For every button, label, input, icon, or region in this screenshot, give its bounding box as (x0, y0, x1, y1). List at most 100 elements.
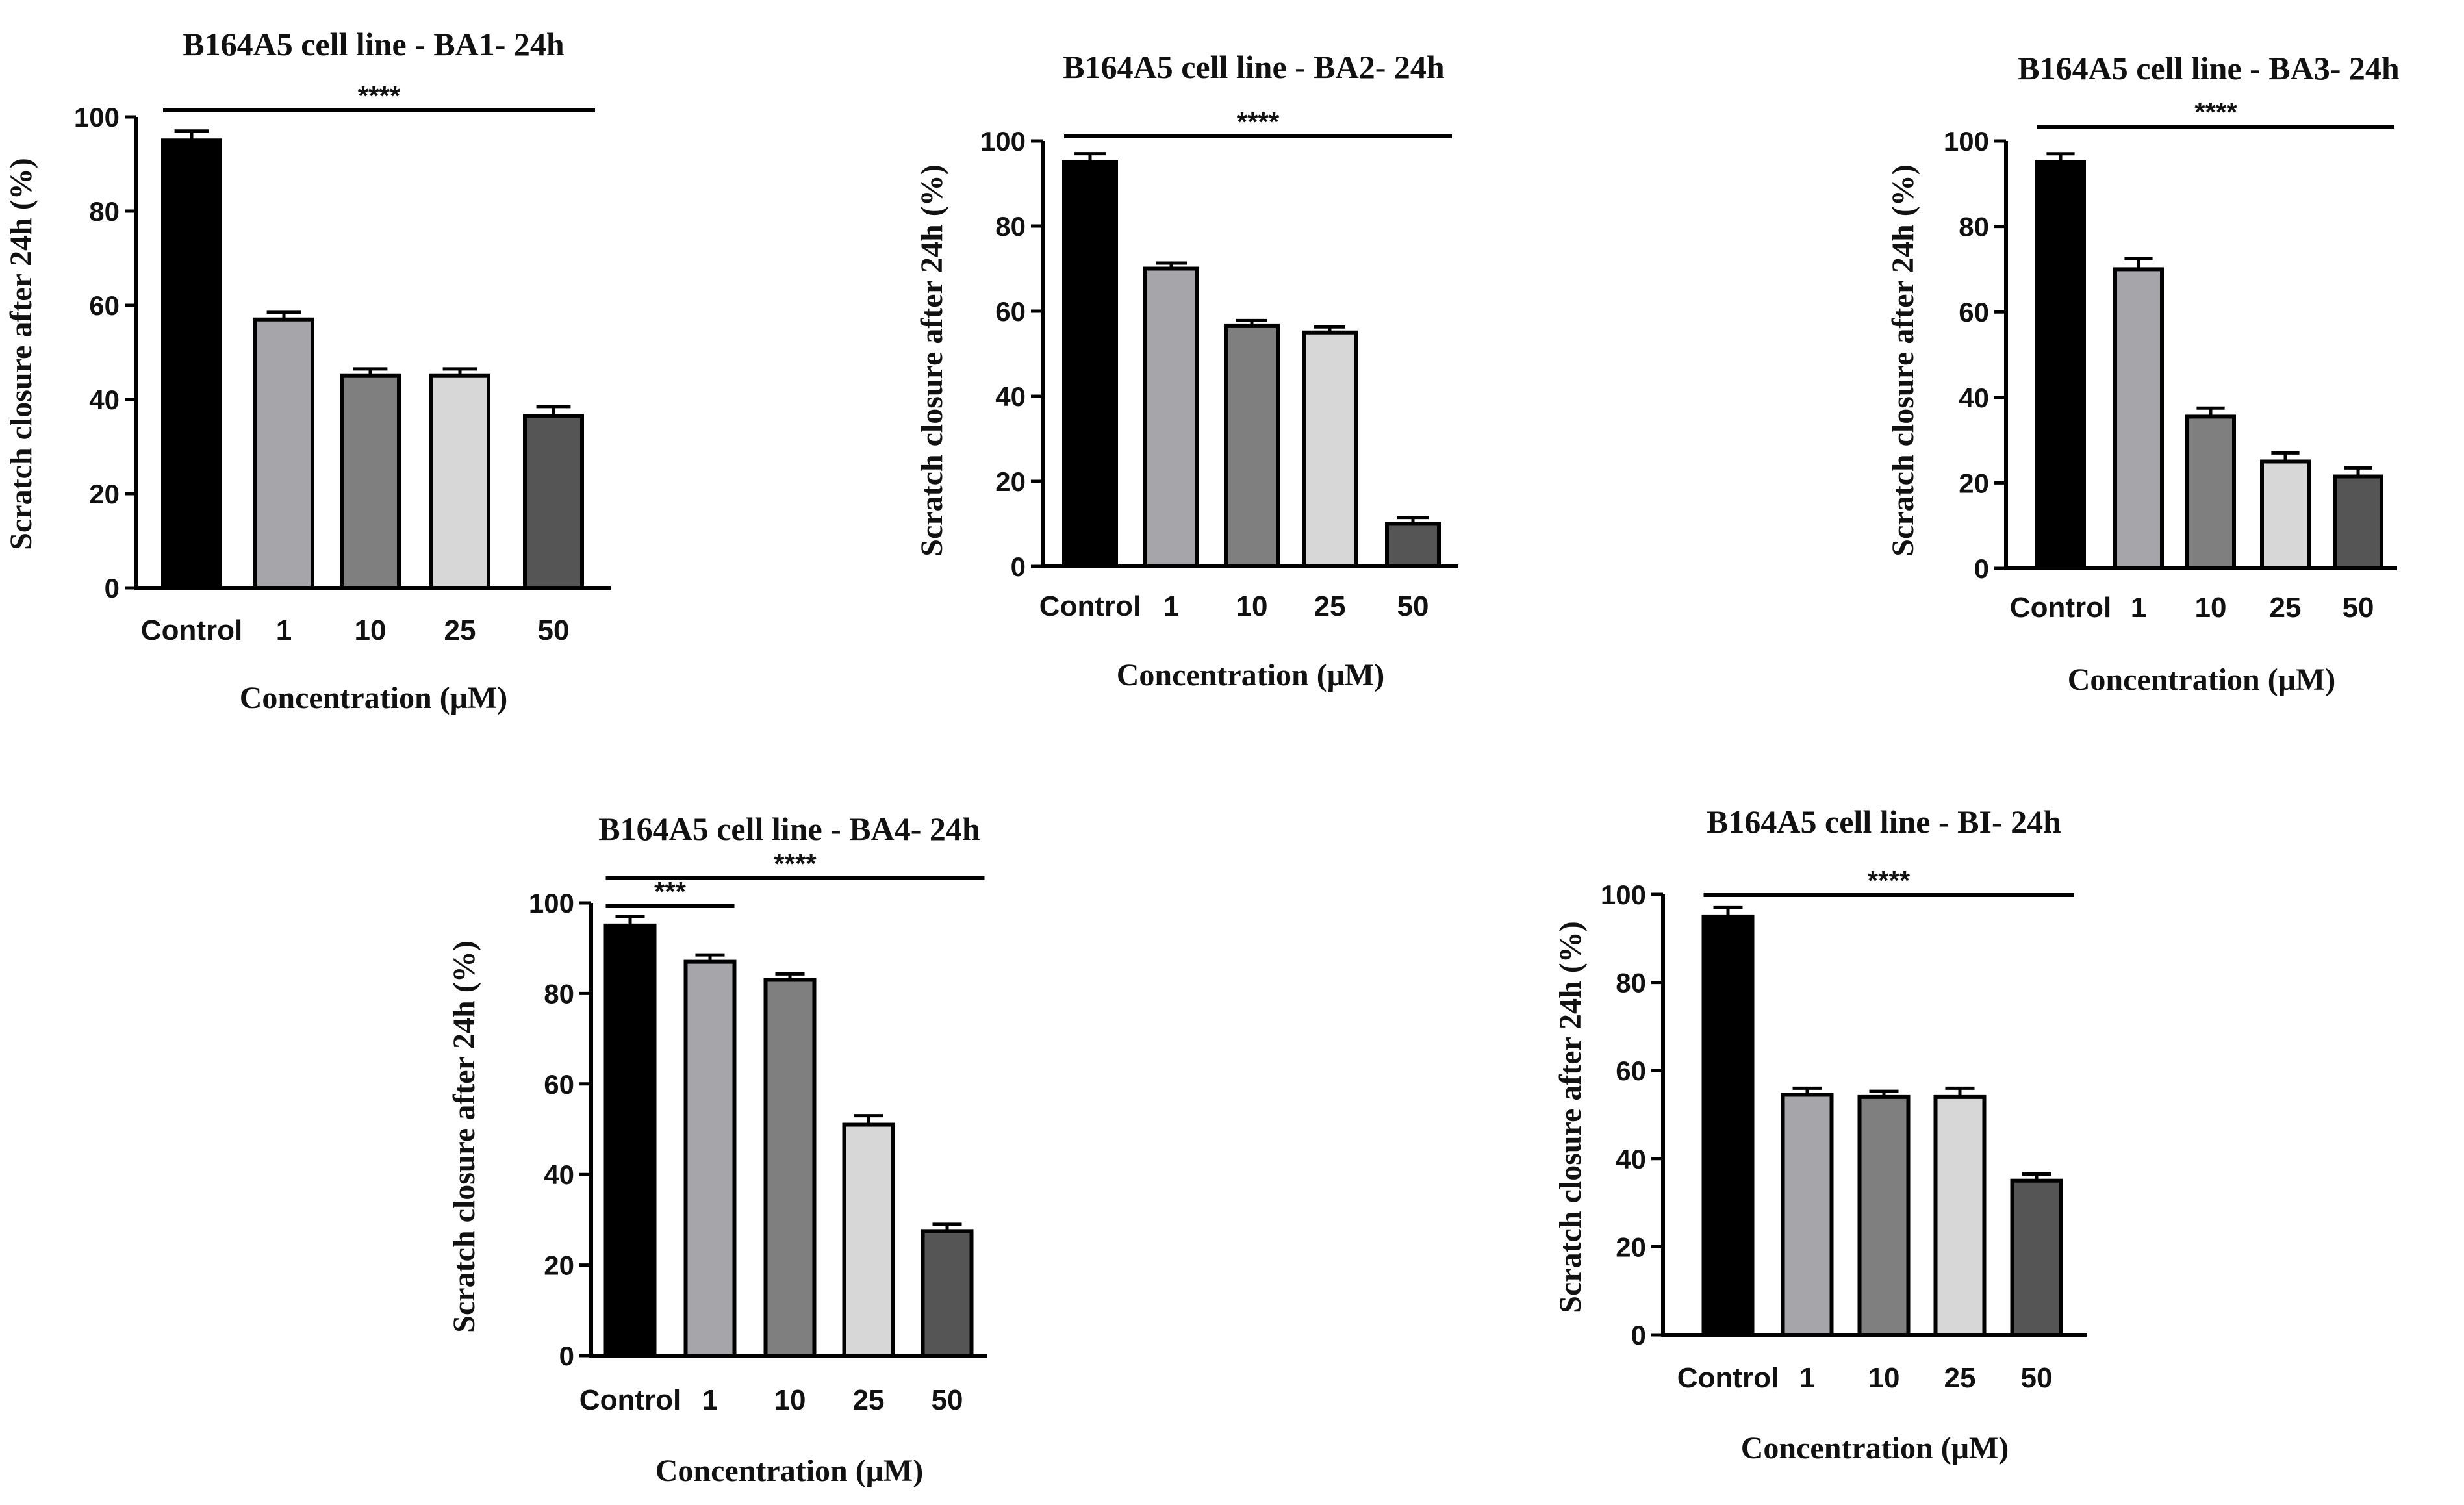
error-bar (1397, 516, 1429, 524)
x-tick-label: 1 (702, 1384, 718, 1416)
y-tick-label: 100 (1944, 126, 1989, 157)
bar (921, 1229, 974, 1358)
y-tick-label: 20 (1959, 468, 1989, 498)
y-tick-label: 80 (1616, 968, 1646, 998)
bar (2010, 1178, 2063, 1337)
error-bar (1792, 1086, 1822, 1095)
y-tick-label: 80 (544, 978, 574, 1009)
bar (683, 959, 737, 1358)
significance-label: **** (1868, 865, 1911, 896)
x-tick-label: Control (1039, 590, 1141, 622)
chart-title: B164A5 cell line - BA2- 24h (1063, 49, 1445, 85)
bar (1781, 1093, 1834, 1337)
error-bar (1236, 318, 1267, 326)
chart-panel-4: B164A5 cell line - BA4- 24h Scratch closu… (447, 811, 987, 1488)
y-tick-label: 0 (105, 573, 120, 603)
chart-title: B164A5 cell line - BA4- 24h (598, 811, 980, 847)
x-tick-label: 50 (538, 614, 570, 646)
y-tick-label: 80 (89, 196, 120, 227)
error-bar (695, 953, 725, 962)
x-tick-label: 50 (2021, 1362, 2053, 1394)
y-tick-label: 0 (1974, 553, 1989, 584)
y-tick-label: 60 (544, 1069, 574, 1100)
bar (763, 978, 817, 1358)
error-bar (2196, 406, 2225, 417)
bar (2113, 267, 2164, 570)
bar (1933, 1094, 1987, 1337)
error-bar (266, 310, 301, 320)
x-tick-label: 10 (774, 1384, 806, 1416)
y-tick-label: 100 (74, 102, 120, 133)
bar (1143, 266, 1199, 568)
error-bar (1314, 325, 1345, 333)
error-bar (2022, 1172, 2051, 1181)
error-bar (2344, 466, 2372, 477)
y-tick-label: 60 (89, 290, 120, 321)
bar (340, 373, 401, 590)
bar (253, 317, 314, 590)
x-tick-label: 50 (2343, 592, 2374, 624)
error-bar (536, 405, 571, 416)
y-tick-label: 0 (1631, 1320, 1646, 1350)
y-axis-label: Scratch closure after 24h (%) (4, 158, 38, 550)
error-bar (2271, 451, 2300, 462)
x-tick-label: 25 (444, 614, 476, 646)
bar (523, 414, 584, 590)
chart-panel-1: B164A5 cell line - BA1- 24h Scratch closu… (4, 26, 611, 715)
error-bar (1945, 1086, 1975, 1097)
chart-panel-3: B164A5 cell line - BA3- 24h Scratch closu… (1886, 50, 2400, 697)
significance-label: **** (358, 81, 401, 111)
bar (842, 1122, 895, 1358)
y-axis-label: Scratch closure after 24h (%) (1553, 921, 1588, 1313)
chart-title: B164A5 cell line - BA3- 24h (2018, 50, 2400, 86)
error-bar (2046, 152, 2075, 162)
error-bar (775, 972, 805, 980)
bar (2333, 474, 2383, 571)
x-tick-label: 10 (1236, 590, 1268, 622)
y-tick-label: 60 (1959, 297, 1989, 327)
x-axis-label: Concentration (μM) (1741, 1431, 2009, 1465)
y-tick-label: 60 (995, 296, 1026, 327)
bar (1302, 330, 1358, 568)
bar (429, 373, 490, 590)
significance-label: **** (1237, 107, 1280, 137)
significance-label: **** (2194, 97, 2237, 127)
x-tick-label: 50 (1397, 590, 1429, 622)
error-bar (2124, 257, 2153, 270)
x-tick-label: 10 (1868, 1362, 1900, 1394)
y-axis-label: Scratch closure after 24h (%) (1886, 164, 1920, 556)
y-tick-label: 40 (1616, 1144, 1646, 1174)
y-tick-label: 100 (980, 126, 1026, 157)
error-bar (1869, 1089, 1899, 1097)
bar (1062, 160, 1118, 568)
bar (1701, 914, 1755, 1337)
x-tick-label: 1 (276, 614, 292, 646)
x-tick-label: 25 (2270, 592, 2302, 624)
x-axis-label: Concentration (μM) (2068, 663, 2335, 697)
y-tick-label: 100 (529, 888, 574, 918)
x-tick-label: 10 (355, 614, 387, 646)
x-tick-label: 25 (1944, 1362, 1976, 1394)
y-tick-label: 40 (995, 381, 1026, 412)
y-tick-label: 20 (995, 466, 1026, 497)
error-bar (615, 915, 645, 926)
error-bar (932, 1222, 962, 1232)
x-tick-label: 1 (1799, 1362, 1815, 1394)
x-tick-label: Control (579, 1384, 681, 1416)
chart-panel-2: B164A5 cell line - BA2- 24h Scratch closu… (915, 49, 1458, 692)
x-tick-label: Control (141, 614, 242, 646)
y-tick-label: 60 (1616, 1056, 1646, 1086)
y-tick-label: 80 (995, 211, 1026, 242)
x-tick-label: 10 (2195, 592, 2227, 624)
y-tick-label: 40 (1959, 383, 1989, 413)
x-tick-label: 25 (1314, 590, 1346, 622)
x-tick-label: Control (1677, 1362, 1779, 1394)
bar (161, 138, 222, 590)
x-tick-label: Control (2010, 592, 2111, 624)
bar (1857, 1094, 1911, 1337)
chart-panel-5: B164A5 cell line - BI- 24h Scratch closur… (1553, 803, 2087, 1465)
chart-title: B164A5 cell line - BI- 24h (1707, 803, 2061, 840)
error-bar (442, 367, 477, 376)
bar (2260, 459, 2311, 570)
